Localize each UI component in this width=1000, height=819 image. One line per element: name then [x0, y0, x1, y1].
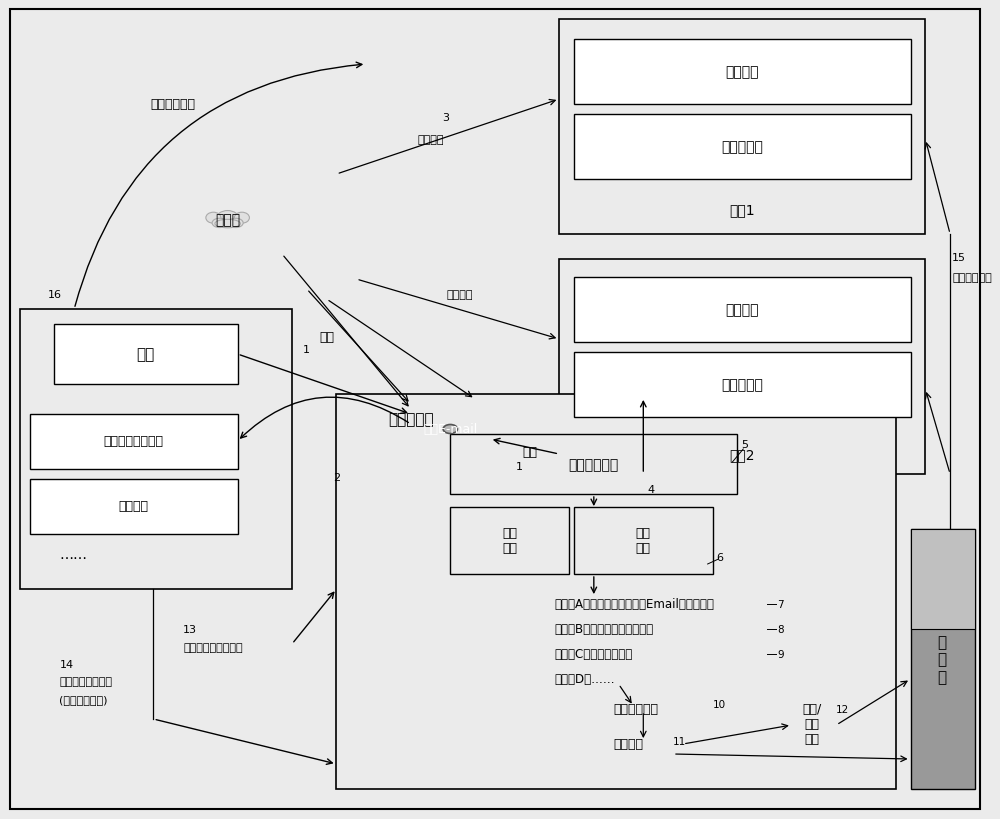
Text: 6: 6 [716, 552, 723, 563]
Bar [574, 40, 911, 105]
Text: 9: 9 [777, 649, 784, 659]
Text: 逐渐达成合作: 逐渐达成合作 [151, 98, 196, 111]
FancyArrowPatch shape [75, 63, 362, 307]
Text: 客户数据库: 客户数据库 [721, 140, 763, 154]
Text: 11: 11 [673, 736, 686, 746]
Bar [54, 324, 238, 385]
Ellipse shape [215, 220, 240, 229]
Bar [911, 529, 975, 629]
Bar [20, 310, 292, 590]
Bar [911, 529, 975, 789]
Text: 人工审核: 人工审核 [614, 738, 644, 750]
Bar [574, 278, 911, 342]
Text: 1: 1 [516, 461, 523, 472]
Text: 读取所有邮件: 读取所有邮件 [569, 458, 619, 472]
Text: 文件夹B：系统自动发送的邮件: 文件夹B：系统自动发送的邮件 [554, 622, 653, 636]
Ellipse shape [228, 219, 243, 229]
Bar [574, 352, 911, 418]
Ellipse shape [212, 219, 227, 229]
Bar [559, 260, 925, 474]
Text: (回复、转发等): (回复、转发等) [59, 695, 108, 704]
Text: 信息注册: 信息注册 [447, 290, 473, 300]
Ellipse shape [206, 213, 221, 224]
Text: 10: 10 [713, 699, 726, 709]
Bar [559, 20, 925, 235]
Text: 12: 12 [836, 704, 850, 714]
Bar [450, 508, 569, 574]
Text: 所有邮件往来操作: 所有邮件往来操作 [59, 676, 112, 686]
Text: 自动
检索: 自动 检索 [502, 527, 517, 554]
Text: 2: 2 [333, 473, 340, 482]
Text: 文件夹C：供应商多元化: 文件夹C：供应商多元化 [554, 648, 632, 661]
Text: 客户系统: 客户系统 [726, 65, 759, 79]
Text: 提供: 提供 [522, 446, 537, 459]
Text: ……: …… [59, 547, 87, 561]
Text: 自动
分析: 自动 分析 [636, 527, 651, 554]
Text: 邮件服务器: 邮件服务器 [388, 412, 434, 427]
Text: 共用E-mail: 共用E-mail [423, 423, 477, 436]
Text: 15: 15 [952, 253, 966, 263]
Ellipse shape [216, 211, 239, 229]
Text: 提供: 提供 [319, 331, 334, 344]
Text: 5: 5 [741, 440, 748, 450]
Text: 4: 4 [648, 484, 655, 495]
Bar [450, 434, 737, 495]
Bar [336, 395, 896, 789]
Text: 7: 7 [777, 600, 784, 609]
Text: 数
据
库: 数 据 库 [938, 635, 947, 684]
Text: 文件夹A：包含真实发件人和Email地址的邮件: 文件夹A：包含真实发件人和Email地址的邮件 [554, 598, 714, 611]
Text: 邮件反馈: 邮件反馈 [119, 500, 149, 513]
Text: 14: 14 [59, 659, 74, 669]
Text: 用户: 用户 [136, 347, 155, 362]
Bar [30, 414, 238, 469]
Text: 3: 3 [442, 113, 449, 123]
Text: 系统数据分析: 系统数据分析 [614, 703, 659, 716]
Text: 16: 16 [47, 290, 61, 300]
Text: 信息注册: 信息注册 [417, 135, 444, 145]
Text: 8: 8 [777, 624, 784, 634]
Text: 文件夹D：……: 文件夹D：…… [554, 672, 615, 686]
Bar [574, 508, 713, 574]
Text: 互联网: 互联网 [215, 213, 240, 227]
Text: 接收客户反馈邮件: 接收客户反馈邮件 [104, 435, 164, 448]
Bar [574, 115, 911, 180]
Text: 客户2: 客户2 [730, 447, 755, 461]
Text: 客户数据库: 客户数据库 [721, 378, 763, 391]
Text: 批量发送邮件: 批量发送邮件 [952, 273, 992, 283]
Text: 客户1: 客户1 [729, 203, 755, 217]
Text: 批量选择类型文件夹: 批量选择类型文件夹 [183, 642, 243, 652]
Ellipse shape [443, 425, 457, 434]
Text: 1: 1 [303, 345, 310, 355]
Bar [30, 479, 238, 534]
Text: 分类/
保存
提文: 分类/ 保存 提文 [802, 703, 821, 745]
Ellipse shape [234, 213, 249, 224]
Text: 客户系统: 客户系统 [726, 303, 759, 317]
Text: 13: 13 [183, 624, 197, 634]
